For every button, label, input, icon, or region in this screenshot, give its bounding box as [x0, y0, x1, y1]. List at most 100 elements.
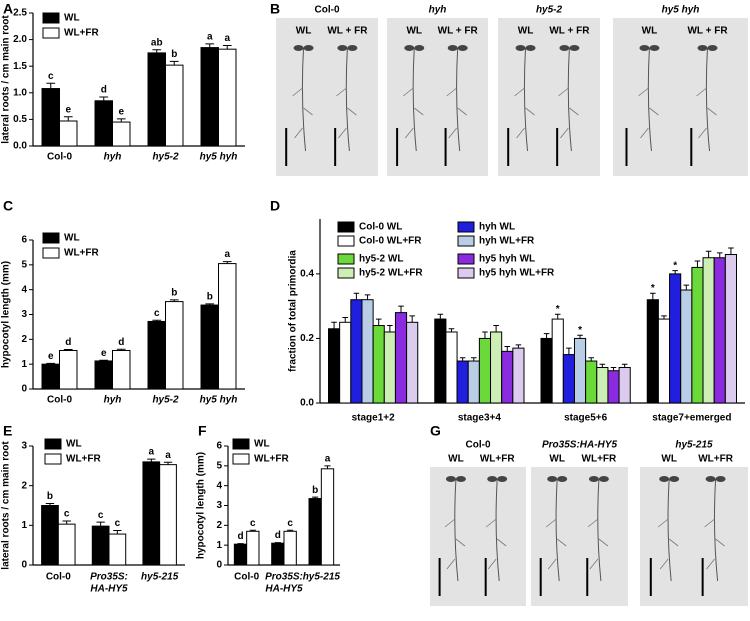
- error-bar: [46, 362, 56, 365]
- photo-title: Col-0: [466, 440, 491, 451]
- bar: [680, 289, 693, 404]
- y-tick-label: 2: [216, 520, 222, 531]
- error-bar: [222, 261, 232, 264]
- lateral-roots: [485, 518, 507, 570]
- significance-label: *: [556, 304, 560, 315]
- bar: [540, 337, 553, 404]
- bar: [562, 354, 575, 404]
- bar: [59, 350, 78, 390]
- error-bar: [205, 303, 215, 306]
- legend-label: hy5 hyh WL: [479, 254, 535, 265]
- x-tick-label: stage1+2: [352, 413, 396, 424]
- bar: [657, 318, 671, 404]
- legend-label: WL: [64, 233, 80, 244]
- seedling-root: [647, 47, 652, 152]
- legend-swatch: [457, 253, 475, 265]
- photo-title: hy5-2: [536, 5, 563, 16]
- error-bar: [113, 529, 122, 535]
- cotyledon: [303, 45, 314, 51]
- error-bar: [324, 465, 331, 469]
- y-tick-label: 0: [21, 384, 27, 395]
- bar: [372, 325, 385, 404]
- legend-swatch: [44, 453, 62, 465]
- error-bar: [45, 503, 55, 506]
- legend-swatch: [44, 438, 62, 450]
- error-bar: [116, 348, 126, 351]
- seedling-root: [523, 47, 529, 152]
- condition-label: WL: [518, 26, 534, 37]
- bar: [147, 52, 166, 147]
- bar: [165, 301, 184, 390]
- photo-title: hy5 hyh: [662, 5, 700, 16]
- bar: [456, 360, 469, 404]
- error-bar: [448, 328, 455, 332]
- lateral-roots: [292, 87, 313, 139]
- error-bar: [437, 313, 444, 320]
- bar: [596, 366, 609, 404]
- y-tick-label: 2: [21, 334, 27, 345]
- legend-swatch: [457, 267, 475, 279]
- error-bar: [353, 292, 360, 300]
- bar: [41, 363, 60, 390]
- significance-label: b: [47, 491, 53, 502]
- x-tick-label: hy5-215: [303, 572, 341, 583]
- cotyledon: [457, 45, 468, 51]
- significance-label: *: [651, 283, 655, 294]
- cotyledon: [455, 476, 466, 482]
- y-tick-label: 0.0: [13, 141, 27, 152]
- seedling-root: [454, 478, 459, 582]
- condition-label: WL: [296, 26, 312, 37]
- cotyledon: [497, 476, 508, 482]
- photo-background: [276, 18, 378, 176]
- error-bar: [99, 96, 109, 101]
- photo-title: hy5-215: [675, 440, 713, 451]
- bar: [246, 530, 260, 566]
- error-bar: [249, 529, 256, 532]
- error-bar: [46, 82, 56, 89]
- legend-swatch: [42, 27, 60, 39]
- cotyledon: [414, 45, 425, 51]
- error-bar: [493, 325, 499, 332]
- error-bar: [364, 294, 371, 300]
- error-bar: [205, 43, 215, 48]
- error-bar: [99, 359, 109, 361]
- y-axis-label: hypocotyl length (mm): [196, 452, 207, 559]
- cotyledon: [669, 476, 680, 482]
- significance-label: b: [171, 49, 177, 60]
- bar: [691, 266, 704, 404]
- photo-background: [531, 467, 628, 606]
- bar: [94, 100, 114, 147]
- legend-label: Col-0 WL+FR: [359, 236, 422, 247]
- condition-label: WL: [448, 454, 464, 465]
- significance-label: e: [65, 104, 71, 115]
- y-tick-label: 1.0: [13, 87, 27, 98]
- legend-swatch: [337, 235, 355, 247]
- y-tick-label: 5: [216, 460, 222, 471]
- bar: [283, 530, 297, 566]
- lateral-roots: [545, 518, 567, 570]
- seedling-root: [667, 478, 672, 582]
- error-bar: [588, 357, 594, 362]
- cotyledon: [639, 45, 650, 51]
- error-bar: [459, 357, 466, 362]
- bar: [91, 525, 110, 566]
- bar: [41, 505, 59, 566]
- bar: [361, 299, 374, 404]
- bar: [350, 299, 363, 404]
- seedling-root: [345, 47, 350, 152]
- significance-label: d: [101, 85, 107, 96]
- bar: [445, 331, 458, 404]
- photo-background: [613, 18, 748, 176]
- lateral-roots: [558, 87, 579, 139]
- y-tick-label: 4: [216, 480, 222, 491]
- bar: [501, 350, 514, 404]
- legend-swatch: [457, 235, 475, 247]
- cotyledon: [707, 45, 718, 51]
- y-axis-label: fraction of total primordia: [288, 250, 299, 372]
- lateral-roots: [587, 518, 609, 570]
- cotyledon: [705, 476, 716, 482]
- error-bar: [147, 458, 156, 462]
- condition-label: WL: [549, 454, 565, 465]
- bar: [585, 360, 598, 404]
